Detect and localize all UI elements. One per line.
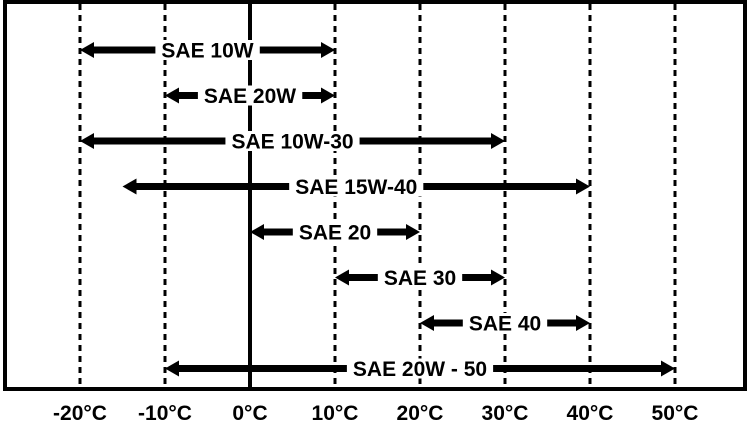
range-label: SAE 20W [204, 85, 296, 108]
x-tick-label: 20°C [397, 402, 444, 425]
arrow-head-left [420, 315, 434, 331]
label-mask [346, 358, 494, 379]
arrow-head-left [122, 178, 137, 195]
x-tick-label: -10°C [138, 402, 192, 425]
arrow-head-right [576, 315, 590, 331]
range-label: SAE 10W-30 [231, 131, 353, 154]
arrow-head-right [491, 133, 505, 149]
label-mask [197, 85, 303, 106]
range-label: SAE 10W [161, 40, 253, 63]
arrow-head-left [80, 42, 94, 58]
plot-frame [3, 0, 747, 391]
arrow-head-right [321, 87, 335, 104]
range-label: SAE 20W - 50 [353, 358, 487, 381]
x-tick-label: 50°C [652, 402, 699, 425]
label-mask [292, 222, 378, 242]
x-tick-label: 40°C [567, 402, 614, 425]
range-label: SAE 40 [469, 313, 541, 336]
range-label: SAE 30 [384, 267, 456, 290]
arrow-head-left [165, 360, 179, 377]
x-tick-label: -20°C [53, 402, 107, 425]
range-layer: SAE 10W SAE 20W SAE 10W-30 SAE 15W-40 SAE 20… [80, 40, 675, 381]
x-tick-label: 0°C [232, 402, 267, 425]
arrow-head-right [491, 269, 505, 286]
arrow-head-left [250, 224, 264, 240]
arrow-head-right [406, 224, 420, 240]
label-mask [289, 176, 424, 197]
label-mask [155, 40, 260, 60]
arrow-head-right [576, 178, 590, 195]
arrow-head-right [661, 360, 675, 377]
arrow-head-left [165, 87, 179, 104]
label-mask [377, 267, 463, 288]
x-tick-label: 10°C [312, 402, 359, 425]
label-mask [225, 131, 360, 151]
tick-layer: -20°C -10°C 0°C 10°C 20°C 30°C 40°C 50°C [53, 402, 698, 425]
x-tick-label: 30°C [482, 402, 529, 425]
range-label: SAE 15W-40 [295, 176, 417, 199]
arrow-head-right [321, 42, 335, 58]
range-label: SAE 20 [299, 222, 371, 245]
arrow-head-left [335, 269, 349, 286]
arrow-head-left [80, 133, 94, 149]
label-mask [462, 313, 548, 333]
